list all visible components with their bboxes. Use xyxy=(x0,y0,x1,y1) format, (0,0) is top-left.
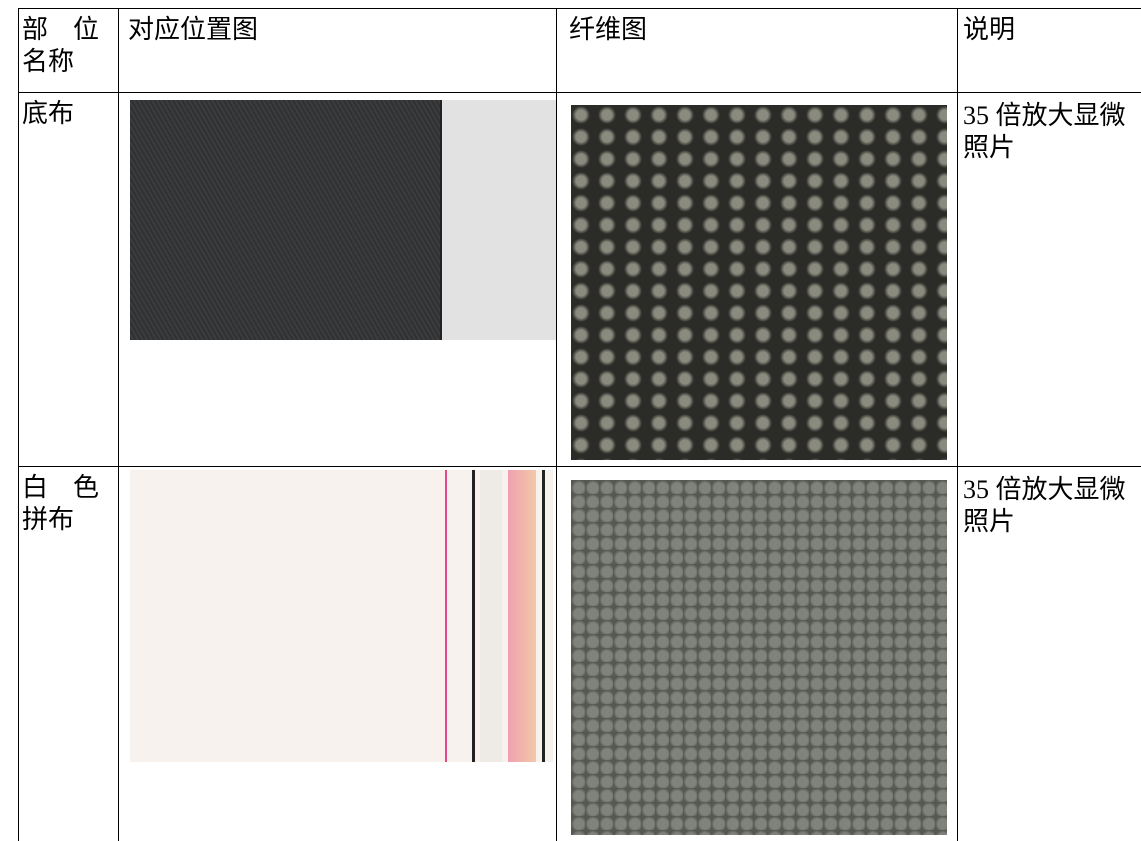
fiber-photo xyxy=(571,480,947,835)
note: 35 倍放大显微照片 xyxy=(963,101,1126,162)
header-cell: 纤维图 xyxy=(569,15,648,44)
border xyxy=(556,8,557,841)
header-cell: 对应位置图 xyxy=(128,15,259,44)
note: 35 倍放大显微照片 xyxy=(963,475,1126,536)
header-cell: 说明 xyxy=(963,15,1016,44)
position-photo xyxy=(130,470,553,762)
part-name: 底布 xyxy=(22,99,75,128)
border xyxy=(18,8,19,841)
header-cell: 部位名称 xyxy=(22,15,99,76)
border xyxy=(957,8,958,841)
position-photo xyxy=(130,100,556,340)
part-name: 白色拼布 xyxy=(22,473,99,534)
border xyxy=(18,92,1141,93)
border xyxy=(118,8,119,841)
border xyxy=(18,8,1141,9)
fiber-photo xyxy=(571,105,947,460)
border xyxy=(18,466,1141,467)
